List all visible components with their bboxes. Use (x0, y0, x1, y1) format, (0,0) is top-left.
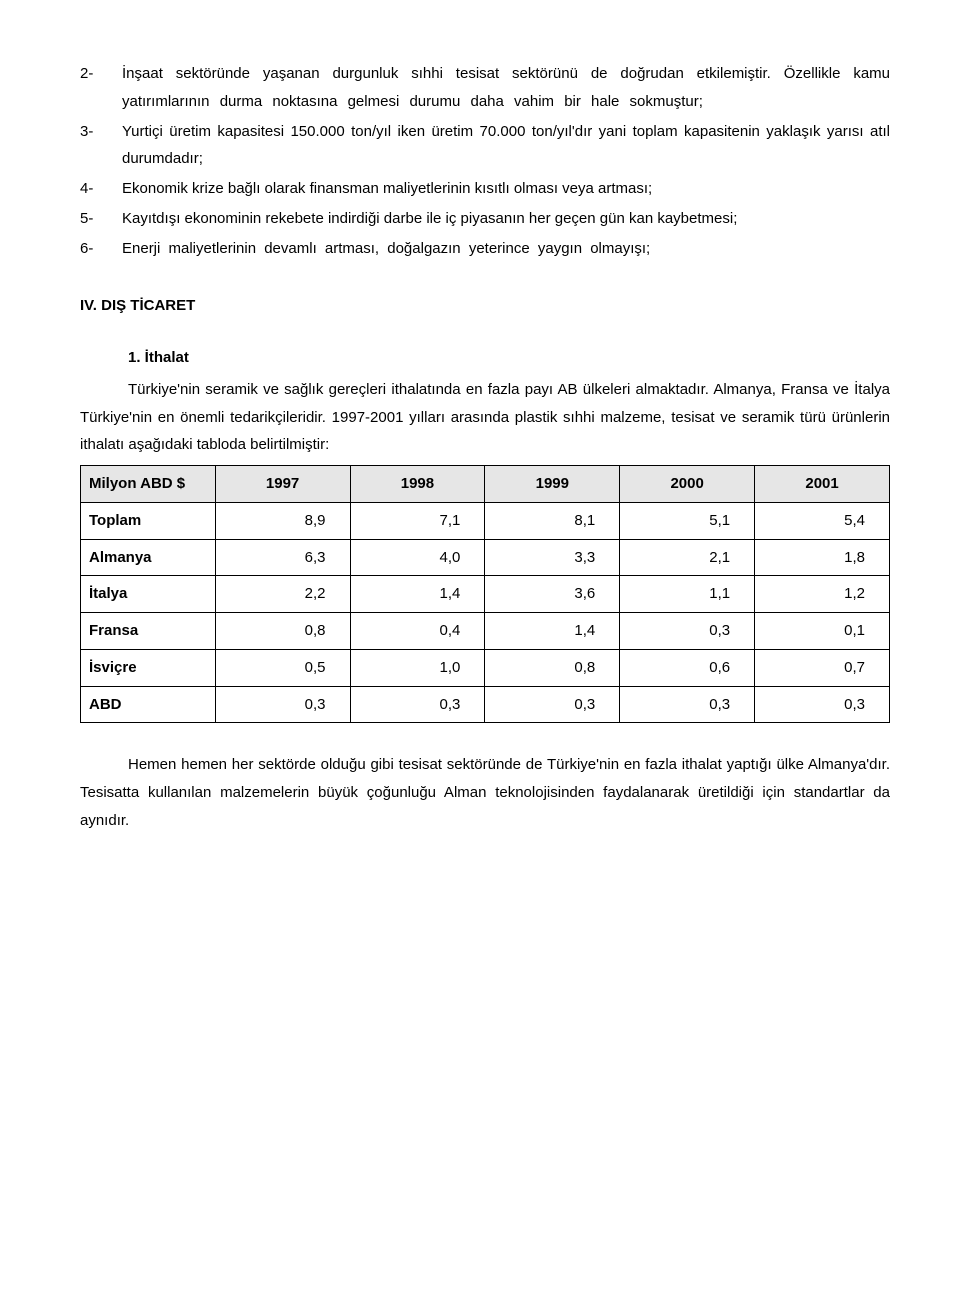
table-cell: 0,5 (215, 649, 350, 686)
subsection-heading: 1. İthalat (80, 344, 890, 372)
table-header: 1999 (485, 466, 620, 503)
paragraph: Türkiye'nin seramik ve sağlık gereçleri … (80, 376, 890, 459)
table-row: Toplam 8,9 7,1 8,1 5,1 5,4 (81, 502, 890, 539)
table-cell: 1,1 (620, 576, 755, 613)
table-cell: 1,0 (350, 649, 485, 686)
table-header: 1998 (350, 466, 485, 503)
list-text: İnşaat sektöründe yaşanan durgunluk sıhh… (122, 60, 890, 116)
list-number: 6- (80, 235, 122, 263)
list-number: 2- (80, 60, 122, 116)
table-body: Toplam 8,9 7,1 8,1 5,1 5,4 Almanya 6,3 4… (81, 502, 890, 723)
table-row: İsviçre 0,5 1,0 0,8 0,6 0,7 (81, 649, 890, 686)
import-table: Milyon ABD $ 1997 1998 1999 2000 2001 To… (80, 465, 890, 723)
row-label: Fransa (81, 613, 216, 650)
table-cell: 0,3 (755, 686, 890, 723)
table-header: 2000 (620, 466, 755, 503)
table-cell: 0,1 (755, 613, 890, 650)
table-cell: 8,9 (215, 502, 350, 539)
table-row: İtalya 2,2 1,4 3,6 1,1 1,2 (81, 576, 890, 613)
list-item: 2- İnşaat sektöründe yaşanan durgunluk s… (80, 60, 890, 116)
table-cell: 0,4 (350, 613, 485, 650)
list-item: 6- Enerji maliyetlerinin devamlı artması… (80, 235, 890, 263)
table-cell: 1,2 (755, 576, 890, 613)
table-cell: 5,1 (620, 502, 755, 539)
table-cell: 1,8 (755, 539, 890, 576)
list-item: 4- Ekonomik krize bağlı olarak finansman… (80, 175, 890, 203)
table-cell: 8,1 (485, 502, 620, 539)
table-cell: 0,8 (485, 649, 620, 686)
row-label: İtalya (81, 576, 216, 613)
table-cell: 5,4 (755, 502, 890, 539)
table-cell: 7,1 (350, 502, 485, 539)
table-cell: 0,3 (215, 686, 350, 723)
list-number: 3- (80, 118, 122, 174)
table-cell: 0,6 (620, 649, 755, 686)
row-label: ABD (81, 686, 216, 723)
paragraph: Hemen hemen her sektörde olduğu gibi tes… (80, 751, 890, 834)
table-cell: 1,4 (350, 576, 485, 613)
table-cell: 1,4 (485, 613, 620, 650)
table-cell: 3,6 (485, 576, 620, 613)
list-number: 5- (80, 205, 122, 233)
list-number: 4- (80, 175, 122, 203)
table-cell: 0,3 (350, 686, 485, 723)
list-text: Enerji maliyetlerinin devamlı artması, d… (122, 235, 890, 263)
list-text: Yurtiçi üretim kapasitesi 150.000 ton/yı… (122, 118, 890, 174)
list-text: Ekonomik krize bağlı olarak finansman ma… (122, 175, 890, 203)
table-header: 2001 (755, 466, 890, 503)
table-cell: 6,3 (215, 539, 350, 576)
numbered-list: 2- İnşaat sektöründe yaşanan durgunluk s… (80, 60, 890, 262)
table-cell: 0,3 (485, 686, 620, 723)
table-row: ABD 0,3 0,3 0,3 0,3 0,3 (81, 686, 890, 723)
table-cell: 0,3 (620, 686, 755, 723)
row-label: Almanya (81, 539, 216, 576)
table-row: Almanya 6,3 4,0 3,3 2,1 1,8 (81, 539, 890, 576)
row-label: İsviçre (81, 649, 216, 686)
table-cell: 3,3 (485, 539, 620, 576)
row-label: Toplam (81, 502, 216, 539)
list-item: 3- Yurtiçi üretim kapasitesi 150.000 ton… (80, 118, 890, 174)
section-heading: IV. DIŞ TİCARET (80, 292, 890, 320)
table-cell: 4,0 (350, 539, 485, 576)
table-header-row: Milyon ABD $ 1997 1998 1999 2000 2001 (81, 466, 890, 503)
table-header: Milyon ABD $ (81, 466, 216, 503)
list-item: 5- Kayıtdışı ekonominin rekebete indirdi… (80, 205, 890, 233)
table-cell: 0,7 (755, 649, 890, 686)
table-row: Fransa 0,8 0,4 1,4 0,3 0,1 (81, 613, 890, 650)
table-cell: 2,2 (215, 576, 350, 613)
list-text: Kayıtdışı ekonominin rekebete indirdiği … (122, 205, 890, 233)
table-cell: 0,3 (620, 613, 755, 650)
table-cell: 2,1 (620, 539, 755, 576)
table-cell: 0,8 (215, 613, 350, 650)
table-header: 1997 (215, 466, 350, 503)
